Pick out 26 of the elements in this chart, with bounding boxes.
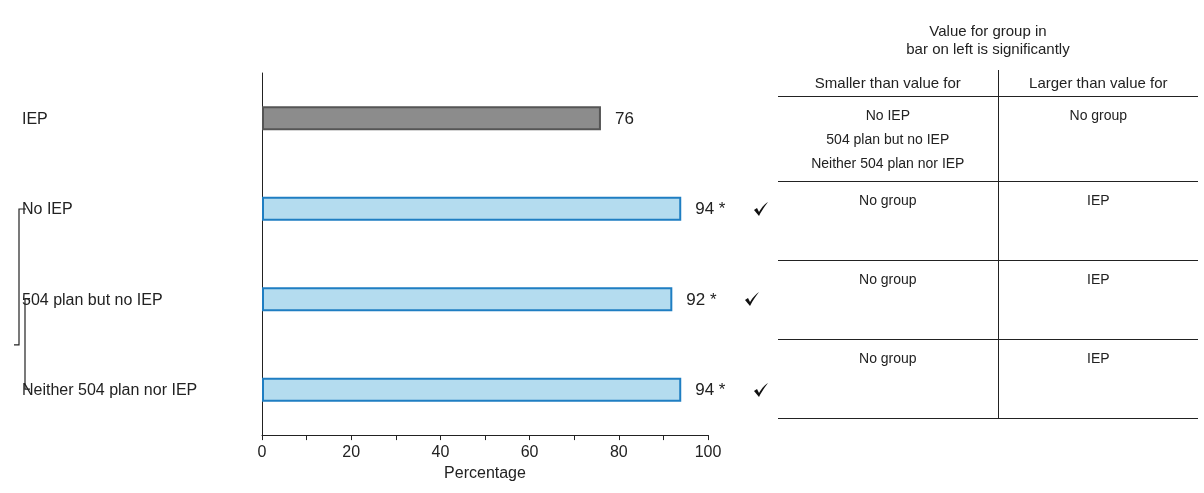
x-tick-label: 20	[342, 442, 361, 460]
y-tick-label: No IEP	[22, 200, 73, 218]
y-tick-label: 504 plan but no IEP	[22, 290, 163, 308]
category-label: Larger than value for	[998, 70, 1198, 96]
data-label: 94 *	[695, 199, 726, 219]
y-tick-label: Neither 504 plan nor IEP	[22, 381, 198, 399]
y-tick-label: IEP	[22, 109, 48, 127]
text: Value for group in bar on left is significantly	[905, 22, 1071, 59]
text: No group	[998, 96, 1198, 181]
text: No group	[858, 190, 918, 210]
x-tick-label: 60	[520, 442, 539, 460]
data-label: 92 *	[686, 289, 717, 309]
text: IEP	[998, 339, 1198, 418]
text: IEP	[998, 260, 1198, 339]
x-tick-label: 0	[257, 442, 267, 460]
data-label: 94 *	[695, 380, 726, 400]
category-label: Smaller than value for	[813, 73, 962, 93]
x-tick-label: 80	[609, 442, 628, 460]
text: No IEP 504 plan but no IEP Neither 504 plan nor IEP	[810, 105, 966, 173]
text: No group	[858, 348, 918, 368]
data-label: 76	[614, 108, 634, 128]
x-tick-label: 40	[431, 442, 450, 460]
x-tick-label: 100	[694, 442, 722, 460]
text: No group	[858, 269, 918, 289]
text: IEP	[998, 181, 1198, 260]
x-axis-title: Percentage	[444, 463, 527, 481]
